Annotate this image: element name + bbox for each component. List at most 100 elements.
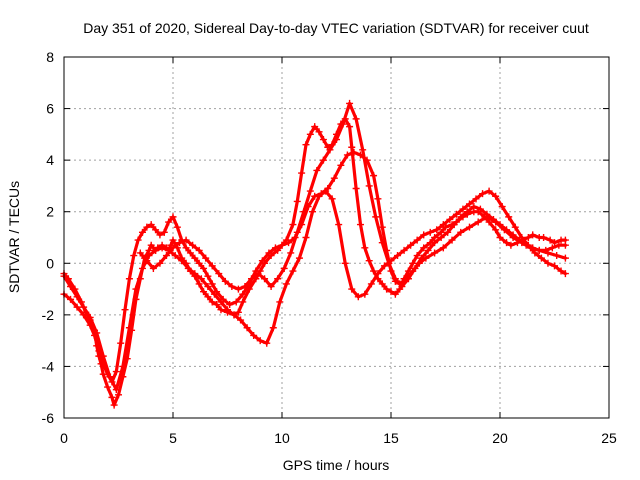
data-point-marker (182, 236, 190, 244)
data-point-marker (67, 295, 75, 303)
data-point-marker (171, 252, 179, 260)
data-point-marker (189, 241, 197, 249)
x-tick-label-25: 25 (601, 430, 617, 446)
data-point-marker (350, 148, 358, 156)
data-point-marker (228, 282, 236, 290)
data-point-marker (361, 290, 369, 298)
data-point-marker (433, 226, 441, 234)
data-point-marker (234, 308, 242, 316)
data-point-marker (437, 234, 445, 241)
data-point-marker (152, 226, 160, 234)
y-tick-label-0: 0 (46, 255, 54, 271)
data-point-marker (561, 270, 569, 278)
data-point-marker (431, 249, 439, 257)
data-point-marker (409, 259, 417, 267)
data-point-marker (200, 264, 208, 272)
data-point-marker (439, 221, 447, 229)
data-point-marker (178, 257, 186, 265)
data-point-marker (557, 267, 565, 275)
data-point-marker (302, 141, 310, 149)
y-tick-label-6: 6 (46, 101, 54, 117)
y-tick-label--6: -6 (42, 410, 55, 426)
series-track-a (60, 115, 569, 409)
data-point-marker (322, 187, 330, 195)
data-point-marker (328, 195, 336, 203)
data-point-marker (184, 264, 192, 272)
data-point-marker (217, 298, 225, 306)
data-point-marker (485, 187, 493, 195)
data-point-marker (208, 298, 216, 306)
data-point-marker (492, 192, 500, 200)
data-point-marker (535, 246, 543, 254)
data-point-marker (367, 280, 375, 288)
chart-title: Day 351 of 2020, Sidereal Day-to-day VTE… (83, 20, 589, 36)
data-point-marker (346, 99, 354, 107)
data-point-marker (136, 249, 144, 257)
data-point-marker (73, 303, 81, 311)
data-point-marker (156, 259, 164, 267)
data-point-marker (138, 228, 146, 236)
data-point-marker (302, 234, 310, 241)
x-tick-label-10: 10 (274, 430, 290, 446)
series-track-d (136, 99, 569, 293)
series-line-track-d (138, 101, 568, 291)
series-layer (60, 99, 569, 409)
y-tick-label-2: 2 (46, 204, 54, 220)
data-point-marker (169, 236, 177, 244)
data-point-marker (359, 146, 367, 154)
data-point-marker (232, 298, 240, 306)
data-point-marker (67, 282, 75, 290)
data-point-marker (125, 324, 133, 332)
data-point-marker (420, 244, 428, 252)
data-point-marker (234, 285, 242, 293)
data-point-marker (509, 231, 517, 239)
data-point-marker (239, 298, 247, 306)
data-point-marker (265, 249, 273, 257)
data-point-marker (224, 306, 231, 314)
data-point-marker (348, 143, 356, 151)
data-point-marker (319, 136, 327, 144)
plot-frame (63, 56, 610, 419)
data-point-marker (250, 331, 258, 339)
data-point-marker (378, 239, 386, 247)
data-point-marker (143, 257, 151, 265)
data-point-marker (374, 195, 382, 203)
series-line-track-b (62, 150, 568, 384)
data-point-marker (106, 373, 114, 381)
data-point-marker (465, 200, 473, 208)
x-tick-label-15: 15 (383, 430, 399, 446)
data-point-marker (400, 246, 408, 254)
data-point-marker (516, 236, 524, 244)
data-point-marker (215, 270, 223, 278)
data-point-marker (282, 280, 290, 288)
data-point-marker (524, 234, 532, 241)
data-point-marker (280, 264, 288, 272)
data-point-marker (130, 252, 138, 260)
data-point-marker (104, 383, 112, 391)
data-point-marker (208, 280, 216, 288)
data-point-marker (356, 221, 364, 229)
data-point-marker (315, 192, 323, 200)
y-tick-label-8: 8 (46, 49, 54, 65)
data-point-marker (295, 254, 303, 262)
data-point-marker (269, 324, 277, 332)
data-point-marker (145, 252, 153, 260)
data-point-marker (459, 205, 467, 213)
data-point-marker (256, 337, 264, 345)
data-point-marker (452, 210, 460, 218)
data-point-marker (271, 244, 279, 252)
data-point-marker (492, 226, 500, 234)
data-point-marker (496, 221, 504, 229)
data-point-marker (457, 213, 465, 221)
data-point-marker (274, 275, 282, 283)
data-point-marker (553, 252, 561, 260)
data-point-marker (365, 182, 373, 190)
data-point-marker (143, 223, 151, 231)
data-point-marker (448, 236, 456, 244)
data-point-marker (354, 293, 362, 301)
data-point-marker (119, 362, 127, 370)
data-point-marker (125, 275, 133, 283)
data-point-marker (152, 246, 160, 254)
data-point-marker (394, 252, 402, 260)
data-point-marker (162, 252, 170, 260)
